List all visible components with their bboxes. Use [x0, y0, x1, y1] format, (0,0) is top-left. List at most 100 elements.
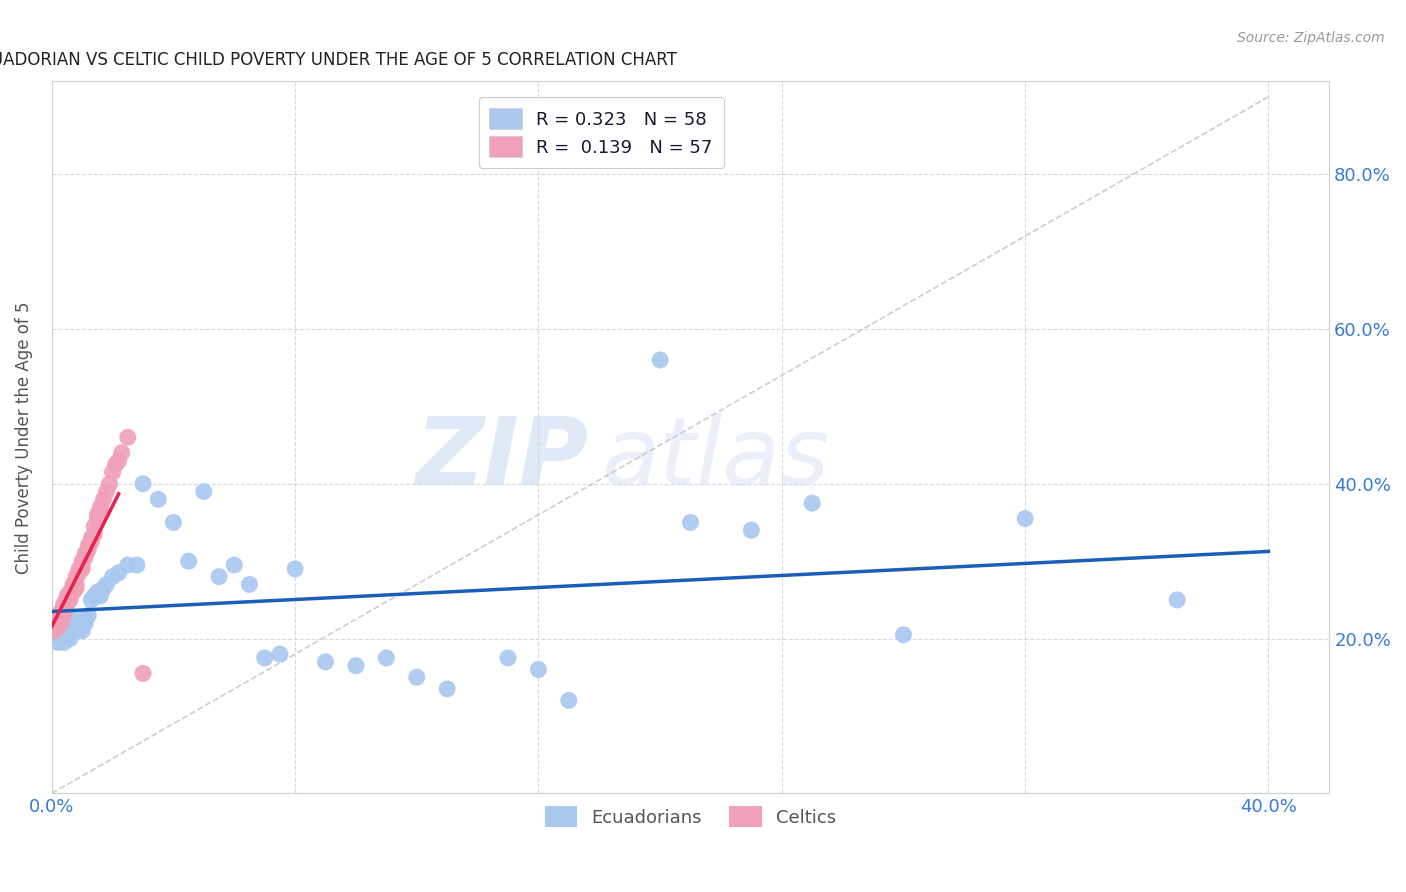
Point	[75, 546, 97, 560]
Point	[49, 605, 72, 619]
Point	[49, 632, 72, 646]
Point	[193, 484, 215, 499]
Point	[496, 651, 519, 665]
Point	[104, 458, 127, 472]
Point	[59, 589, 82, 603]
Point	[49, 620, 72, 634]
Point	[93, 492, 115, 507]
Point	[46, 608, 69, 623]
Point	[558, 693, 581, 707]
Text: ZIP: ZIP	[415, 413, 588, 505]
Point	[98, 476, 121, 491]
Point	[49, 608, 72, 623]
Point	[177, 554, 200, 568]
Y-axis label: Child Poverty Under the Age of 5: Child Poverty Under the Age of 5	[15, 301, 32, 574]
Point	[65, 569, 87, 583]
Point	[52, 624, 75, 638]
Point	[70, 554, 93, 568]
Point	[45, 612, 67, 626]
Point	[62, 616, 84, 631]
Point	[101, 465, 124, 479]
Point	[70, 558, 93, 572]
Point	[75, 612, 97, 626]
Point	[208, 569, 231, 583]
Point	[101, 569, 124, 583]
Point	[648, 353, 671, 368]
Point	[59, 632, 82, 646]
Point	[89, 589, 111, 603]
Point	[67, 616, 90, 631]
Point	[59, 593, 82, 607]
Point	[436, 681, 458, 696]
Point	[83, 589, 105, 603]
Point	[67, 562, 90, 576]
Point	[49, 612, 72, 626]
Point	[52, 600, 75, 615]
Point	[62, 585, 84, 599]
Point	[59, 585, 82, 599]
Point	[107, 453, 129, 467]
Point	[801, 496, 824, 510]
Point	[45, 616, 67, 631]
Point	[52, 608, 75, 623]
Point	[107, 566, 129, 580]
Point	[59, 624, 82, 638]
Point	[89, 504, 111, 518]
Point	[44, 620, 66, 634]
Point	[238, 577, 260, 591]
Point	[56, 593, 79, 607]
Point	[70, 562, 93, 576]
Point	[70, 620, 93, 634]
Point	[86, 585, 108, 599]
Point	[46, 620, 69, 634]
Point	[132, 476, 155, 491]
Point	[1166, 593, 1188, 607]
Point	[67, 566, 90, 580]
Point	[46, 635, 69, 649]
Point	[46, 612, 69, 626]
Text: atlas: atlas	[602, 413, 830, 504]
Point	[56, 589, 79, 603]
Point	[80, 531, 103, 545]
Point	[315, 655, 337, 669]
Point	[56, 597, 79, 611]
Point	[893, 628, 915, 642]
Point	[96, 577, 118, 591]
Point	[405, 670, 427, 684]
Point	[375, 651, 398, 665]
Point	[80, 534, 103, 549]
Point	[253, 651, 276, 665]
Point	[284, 562, 307, 576]
Point	[65, 577, 87, 591]
Point	[52, 605, 75, 619]
Point	[162, 516, 184, 530]
Point	[75, 550, 97, 565]
Point	[44, 624, 66, 638]
Point	[89, 500, 111, 514]
Point	[117, 558, 139, 572]
Point	[269, 647, 291, 661]
Point	[70, 624, 93, 638]
Point	[132, 666, 155, 681]
Point	[65, 581, 87, 595]
Point	[117, 430, 139, 444]
Point	[740, 523, 762, 537]
Point	[77, 539, 100, 553]
Point	[527, 663, 550, 677]
Point	[96, 484, 118, 499]
Point	[65, 612, 87, 626]
Point	[67, 620, 90, 634]
Point	[86, 508, 108, 522]
Point	[77, 542, 100, 557]
Point	[46, 624, 69, 638]
Point	[148, 492, 170, 507]
Point	[56, 628, 79, 642]
Point	[224, 558, 246, 572]
Point	[42, 620, 65, 634]
Point	[83, 519, 105, 533]
Point	[1014, 511, 1036, 525]
Point	[65, 624, 87, 638]
Text: Source: ZipAtlas.com: Source: ZipAtlas.com	[1237, 31, 1385, 45]
Point	[44, 620, 66, 634]
Point	[679, 516, 702, 530]
